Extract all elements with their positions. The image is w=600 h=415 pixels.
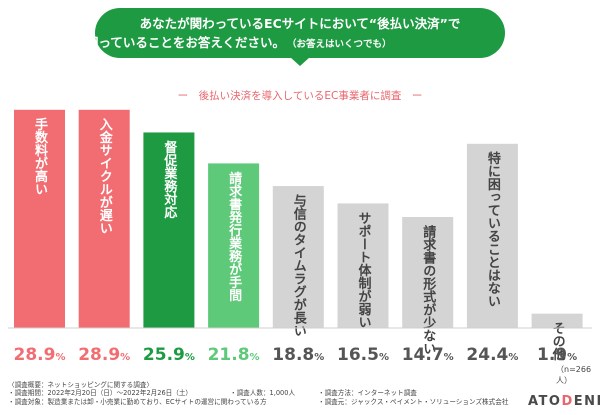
bar-label-7: 請求書の形式が少ない <box>420 224 437 355</box>
value-label-2: 28.9% <box>78 345 130 365</box>
footer-line: ・調査人数：1,000人 <box>230 389 296 398</box>
atodene-logo: ATODENE <box>528 394 600 409</box>
value-label-5: 18.8% <box>272 345 324 365</box>
bar-5 <box>272 186 324 328</box>
value-label-3: 25.9% <box>143 345 195 365</box>
value-label-8: 24.4% <box>466 345 518 365</box>
value-label-4: 21.8% <box>208 345 260 365</box>
bar-chart: 手数料が高い 28.9% 入金サイクルが遅い 28.9% 督促業務対応 25.9% 請求書発… <box>8 109 592 365</box>
bar-label-6: サポート体制が弱い <box>356 211 372 328</box>
sample-size: （n=266人） <box>556 365 592 385</box>
footer-line: 〈調査概要：ネットショッピングに関する調査〉 <box>8 381 154 389</box>
bar-4 <box>208 163 260 328</box>
footer-right: ・調査方法：インターネット調査 ・調査元：ジャックス・ペイメント・ソリューション… <box>318 389 508 406</box>
bar-3 <box>143 132 195 328</box>
value-label-6: 16.5% <box>337 345 389 365</box>
footer-mid: ・調査人数：1,000人 <box>230 389 295 397</box>
bar-7 <box>402 217 454 328</box>
bar-6 <box>337 203 389 328</box>
bar-1 <box>14 109 65 329</box>
footer-line: ・調査対象：製造業または卸・小売業に勤めており、ECサイトの運営に関わっている方 <box>8 397 267 406</box>
footer-line: ・調査元：ジャックス・ペイメント・ソリューションズ株式会社 <box>318 397 509 406</box>
bar-label-4: 請求書発行業務が手間 <box>226 171 243 303</box>
bar-label-8: 特に困っていることはない <box>485 151 501 308</box>
question-line1: あなたが関わっているECサイトにおいて“後払い決済”で <box>140 16 461 31</box>
footer-line: ・調査期間：2022年2月20日（日）～2022年2月26日（土） <box>8 389 193 398</box>
bar-label-5: 与信のタイムラグが長い <box>291 194 307 337</box>
bar-label-3: 督促業務対応 <box>161 140 178 220</box>
value-label-1: 28.9% <box>14 345 66 365</box>
bar-2 <box>78 109 130 329</box>
question-note: （お答えはいくつでも） <box>287 38 392 50</box>
bar-label-9: その他 <box>550 322 567 362</box>
bar-8 <box>466 143 518 328</box>
chart-subtitle: ー 後払い決済を導入しているEC事業者に調査 ー <box>177 90 423 102</box>
value-label-7: 14.7% <box>402 345 454 365</box>
question-line2: 困っていることをお答えください。 <box>95 35 285 50</box>
footer-left: 〈調査概要：ネットショッピングに関する調査〉 ・調査期間：2022年2月20日（… <box>8 381 267 406</box>
bar-label-2: 入金サイクルが遅い <box>97 118 114 235</box>
footer-line: ・調査方法：インターネット調査 <box>318 389 417 398</box>
question-bubble: あなたが関わっているECサイトにおいて“後払い決済”で 困っていることをお答えく… <box>95 8 505 66</box>
bar-label-1: 手数料が高い <box>32 117 48 196</box>
value-label-9: 1.9% <box>537 345 577 365</box>
bar-9 <box>531 313 583 328</box>
